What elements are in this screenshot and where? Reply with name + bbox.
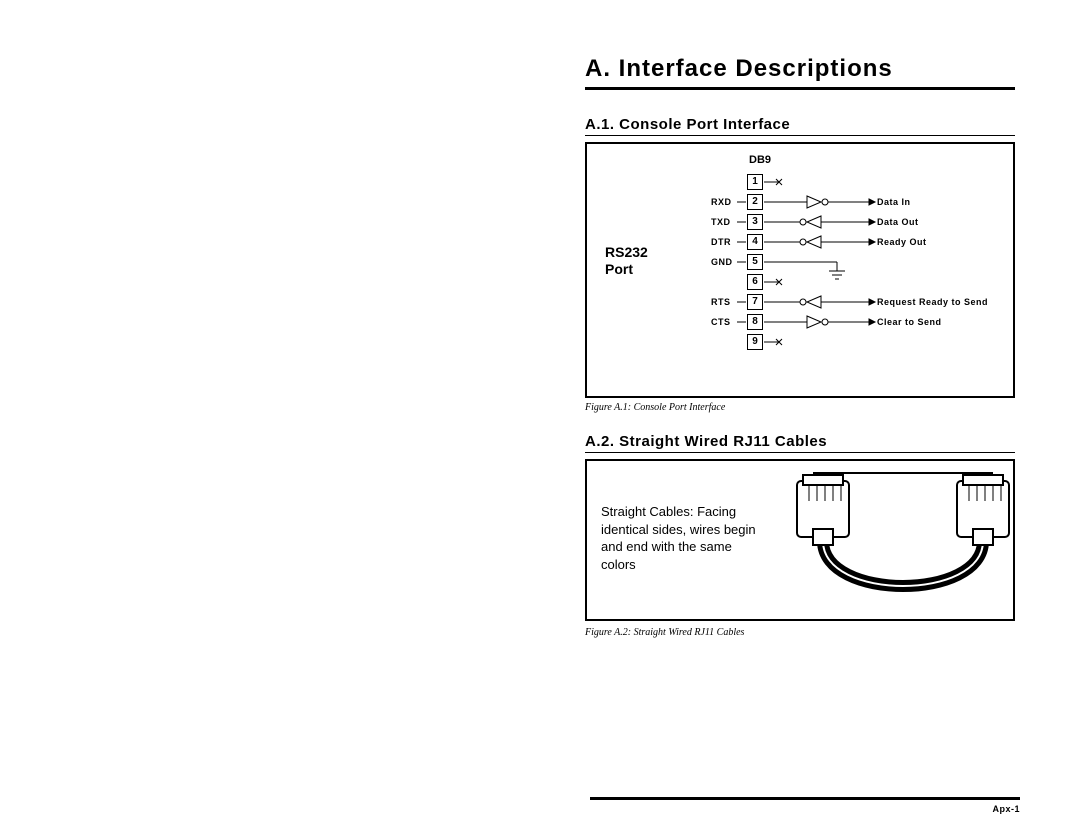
pin-box-3: 3 <box>747 214 763 230</box>
figure-a2-box: Straight Cables: Facing identical sides,… <box>585 459 1015 621</box>
a1-rule <box>585 135 1015 136</box>
pin-right-4: Ready Out <box>877 234 988 254</box>
pin-left-4: DTR <box>711 234 733 254</box>
page-footer: Apx-1 <box>590 797 1020 814</box>
pin-right-3: Data Out <box>877 214 988 234</box>
pin-box-5: 5 <box>747 254 763 270</box>
section-a2-heading: A.2. Straight Wired RJ11 Cables <box>585 433 1015 450</box>
pin-box-1: 1 <box>747 174 763 190</box>
pin-box-2: 2 <box>747 194 763 210</box>
page: A. Interface Descriptions A.1. Console P… <box>0 0 1080 834</box>
rs232-port-label: RS232 Port <box>605 244 648 278</box>
pin-right-5 <box>877 254 988 274</box>
pin-right-1 <box>877 174 988 194</box>
pin-box-6: 6 <box>747 274 763 290</box>
figure-a2-caption: Figure A.2: Straight Wired RJ11 Cables <box>585 627 1015 638</box>
pin-left-1 <box>711 174 733 194</box>
content-column: A. Interface Descriptions A.1. Console P… <box>585 55 1015 638</box>
pin-left-labels: RXD TXD DTR GND RTS CTS <box>711 174 733 354</box>
pin-box-7: 7 <box>747 294 763 310</box>
pin-left-8: CTS <box>711 314 733 334</box>
title-rule <box>585 87 1015 90</box>
pin-box-9: 9 <box>747 334 763 350</box>
figure-a1-box: RS232 Port DB9 RXD TXD DTR GND RTS CTS 1… <box>585 142 1015 398</box>
pin-left-2: RXD <box>711 194 733 214</box>
footer-rule <box>590 797 1020 800</box>
appendix-title: A. Interface Descriptions <box>585 55 1015 83</box>
pin-right-7: Request Ready to Send <box>877 294 988 314</box>
pin-left-6 <box>711 274 733 294</box>
pin-right-labels: Data In Data Out Ready Out Request Ready… <box>877 174 988 354</box>
pin-box-4: 4 <box>747 234 763 250</box>
pin-right-8: Clear to Send <box>877 314 988 334</box>
page-number: Apx-1 <box>590 804 1020 814</box>
figure-a2-diagram <box>587 461 1013 619</box>
pin-left-5: GND <box>711 254 733 274</box>
pin-box-8: 8 <box>747 314 763 330</box>
pin-left-9 <box>711 334 733 354</box>
pin-right-2: Data In <box>877 194 988 214</box>
pin-right-6 <box>877 274 988 294</box>
a2-rule <box>585 452 1015 453</box>
rs232-label-line2: Port <box>605 261 633 277</box>
pin-left-7: RTS <box>711 294 733 314</box>
pin-right-9 <box>877 334 988 354</box>
db9-label: DB9 <box>749 154 771 166</box>
figure-a1-caption: Figure A.1: Console Port Interface <box>585 402 1015 413</box>
pin-left-3: TXD <box>711 214 733 234</box>
pin-stack: 1 2 3 4 5 6 7 8 9 <box>747 174 763 354</box>
section-a1-heading: A.1. Console Port Interface <box>585 116 1015 133</box>
rs232-label-line1: RS232 <box>605 244 648 260</box>
